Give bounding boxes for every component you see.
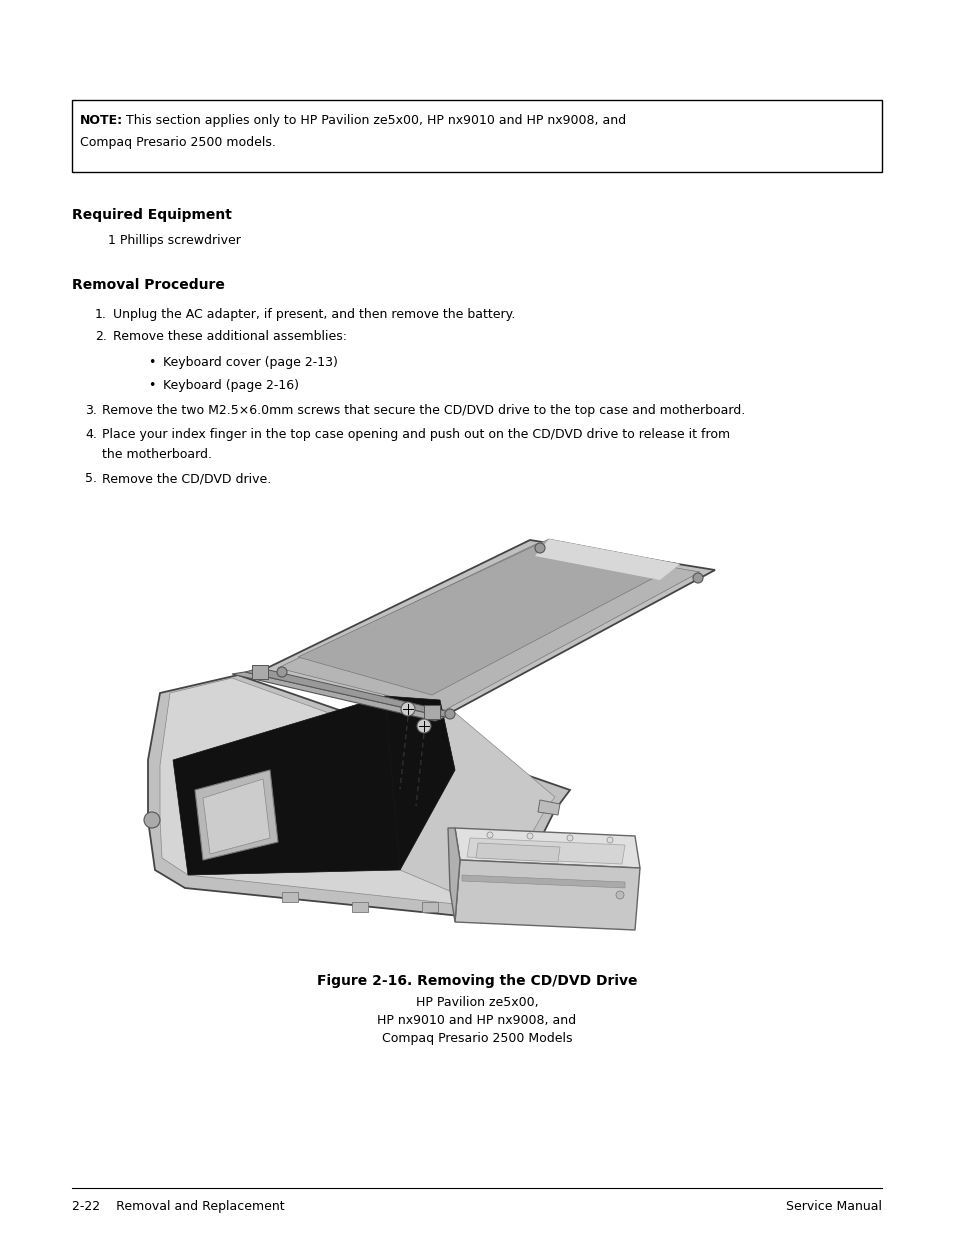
Bar bbox=[252, 664, 268, 679]
Polygon shape bbox=[476, 844, 559, 862]
Polygon shape bbox=[297, 538, 679, 695]
Text: HP nx9010 and HP nx9008, and: HP nx9010 and HP nx9008, and bbox=[377, 1014, 576, 1028]
Polygon shape bbox=[448, 827, 459, 923]
Polygon shape bbox=[148, 676, 569, 920]
Polygon shape bbox=[160, 678, 550, 908]
Polygon shape bbox=[203, 779, 270, 853]
Text: Remove the CD/DVD drive.: Remove the CD/DVD drive. bbox=[102, 472, 271, 485]
Circle shape bbox=[416, 719, 431, 734]
Polygon shape bbox=[232, 672, 444, 721]
Polygon shape bbox=[455, 827, 639, 868]
Polygon shape bbox=[172, 697, 399, 876]
Text: Keyboard cover (page 2-13): Keyboard cover (page 2-13) bbox=[163, 356, 337, 369]
Circle shape bbox=[400, 701, 415, 716]
Text: Removal Procedure: Removal Procedure bbox=[71, 278, 225, 291]
Text: 1.: 1. bbox=[95, 308, 107, 321]
Text: •: • bbox=[148, 379, 155, 391]
Text: the motherboard.: the motherboard. bbox=[102, 448, 212, 461]
Polygon shape bbox=[537, 800, 559, 815]
Text: Unplug the AC adapter, if present, and then remove the battery.: Unplug the AC adapter, if present, and t… bbox=[112, 308, 515, 321]
Polygon shape bbox=[277, 543, 700, 710]
Circle shape bbox=[444, 709, 455, 719]
Circle shape bbox=[486, 832, 493, 839]
Text: 5.: 5. bbox=[85, 472, 97, 485]
Text: 1 Phillips screwdriver: 1 Phillips screwdriver bbox=[108, 233, 240, 247]
Text: Place your index finger in the top case opening and push out on the CD/DVD drive: Place your index finger in the top case … bbox=[102, 429, 729, 441]
Circle shape bbox=[276, 667, 287, 677]
Circle shape bbox=[616, 890, 623, 899]
Text: 3.: 3. bbox=[85, 404, 97, 417]
Text: 4.: 4. bbox=[85, 429, 97, 441]
Bar bbox=[282, 892, 297, 902]
Text: Remove these additional assemblies:: Remove these additional assemblies: bbox=[112, 330, 347, 343]
Circle shape bbox=[692, 573, 702, 583]
Polygon shape bbox=[263, 540, 714, 713]
Text: Compaq Presario 2500 models.: Compaq Presario 2500 models. bbox=[80, 136, 275, 149]
Polygon shape bbox=[461, 876, 624, 888]
Text: Compaq Presario 2500 Models: Compaq Presario 2500 Models bbox=[381, 1032, 572, 1045]
Text: Figure 2-16. Removing the CD/DVD Drive: Figure 2-16. Removing the CD/DVD Drive bbox=[316, 974, 637, 988]
Text: •: • bbox=[148, 356, 155, 369]
Text: HP Pavilion ze5x00,: HP Pavilion ze5x00, bbox=[416, 995, 537, 1009]
Polygon shape bbox=[399, 700, 555, 908]
Text: Remove the two M2.5×6.0mm screws that secure the CD/DVD drive to the top case an: Remove the two M2.5×6.0mm screws that se… bbox=[102, 404, 744, 417]
Bar bbox=[352, 902, 368, 911]
Text: Service Manual: Service Manual bbox=[785, 1200, 882, 1213]
Polygon shape bbox=[385, 697, 455, 869]
Circle shape bbox=[144, 811, 160, 827]
Text: This section applies only to HP Pavilion ze5x00, HP nx9010 and HP nx9008, and: This section applies only to HP Pavilion… bbox=[122, 114, 625, 127]
Bar bbox=[423, 705, 439, 719]
Polygon shape bbox=[194, 769, 277, 860]
Text: NOTE:: NOTE: bbox=[80, 114, 123, 127]
Text: 2-22    Removal and Replacement: 2-22 Removal and Replacement bbox=[71, 1200, 284, 1213]
Polygon shape bbox=[535, 538, 679, 580]
Polygon shape bbox=[455, 860, 639, 930]
Text: Keyboard (page 2-16): Keyboard (page 2-16) bbox=[163, 379, 298, 391]
Circle shape bbox=[606, 837, 613, 844]
Polygon shape bbox=[245, 668, 450, 718]
Text: 2.: 2. bbox=[95, 330, 107, 343]
Bar bbox=[421, 902, 437, 911]
Text: Required Equipment: Required Equipment bbox=[71, 207, 232, 222]
Bar bbox=[71, 100, 882, 172]
Circle shape bbox=[566, 835, 573, 841]
Polygon shape bbox=[467, 839, 624, 864]
Circle shape bbox=[535, 543, 544, 553]
Circle shape bbox=[526, 832, 533, 839]
